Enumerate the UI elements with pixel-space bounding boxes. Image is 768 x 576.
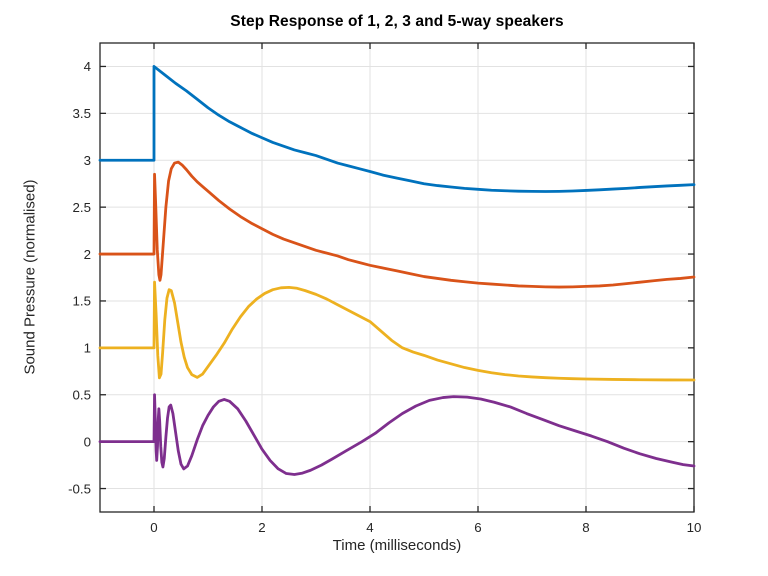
x-tick-label: 4 bbox=[366, 520, 373, 535]
x-tick-label: 10 bbox=[687, 520, 702, 535]
y-tick-label: 1.5 bbox=[73, 294, 92, 309]
y-tick-label: -0.5 bbox=[68, 481, 91, 496]
y-tick-label: 3 bbox=[84, 153, 91, 168]
x-tick-label: 2 bbox=[258, 520, 265, 535]
y-tick-label: 3.5 bbox=[73, 106, 92, 121]
y-tick-label: 1 bbox=[84, 341, 91, 356]
y-tick-label: 0.5 bbox=[73, 387, 92, 402]
x-tick-label: 0 bbox=[150, 520, 157, 535]
y-tick-label: 4 bbox=[84, 59, 91, 74]
x-tick-label: 6 bbox=[474, 520, 481, 535]
series-1-way-line bbox=[98, 65, 696, 193]
chart-title: Step Response of 1, 2, 3 and 5-way speak… bbox=[230, 13, 564, 30]
x-tick-label: 8 bbox=[582, 520, 589, 535]
series-5-way-line bbox=[98, 393, 696, 476]
y-axis-label: Sound Pressure (normalised) bbox=[21, 179, 39, 375]
y-tick-label: 2.5 bbox=[73, 200, 92, 215]
x-axis-label: Time (milliseconds) bbox=[332, 537, 462, 554]
y-tick-label: 0 bbox=[84, 434, 91, 449]
series-3-way-line bbox=[98, 280, 696, 382]
y-tick-label: 2 bbox=[84, 247, 91, 262]
series-2-way-line bbox=[98, 160, 696, 289]
